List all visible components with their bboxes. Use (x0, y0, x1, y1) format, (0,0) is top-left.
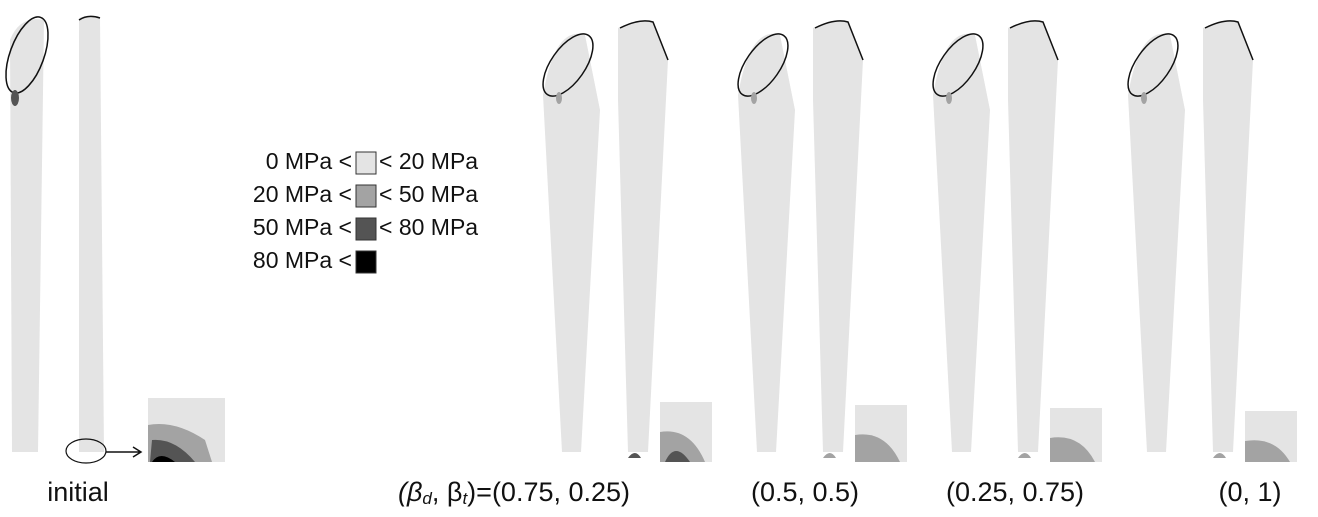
bone-left (10, 19, 44, 452)
bone-right (1008, 21, 1058, 452)
legend-low: 50 MPa < (253, 214, 352, 240)
legend-low: 80 MPa < (253, 247, 352, 273)
legend-high: < 50 MPa (379, 181, 478, 207)
figure: 0 MPa < < 20 MPa 20 MPa < < 50 MPa 50 MPa < <… (0, 0, 1318, 517)
bone-right (1203, 21, 1253, 452)
bone-right (813, 21, 863, 452)
models (0, 12, 1297, 463)
stress-spot (628, 453, 641, 458)
legend-swatch (356, 251, 376, 273)
caption-part: (β (398, 477, 422, 507)
caption: (βd, βt)=(0.75, 0.25) (398, 477, 630, 508)
stress-spot (1141, 92, 1147, 104)
zoom-arrow (106, 447, 141, 457)
legend-high: < 80 MPa (379, 214, 478, 240)
legend-high: < 20 MPa (379, 148, 478, 174)
caption-part: , β (432, 477, 463, 507)
bone-right (618, 21, 668, 452)
stress-spot (11, 90, 19, 106)
caption-part: )= (467, 477, 492, 507)
stress-spot (946, 92, 952, 104)
legend-swatch (356, 152, 376, 174)
caption: initial (47, 477, 109, 507)
caption: (0, 1) (1218, 477, 1281, 507)
stress-spot (1213, 453, 1226, 458)
legend-swatch (356, 185, 376, 207)
legend: 0 MPa < < 20 MPa 20 MPa < < 50 MPa 50 MPa < <… (253, 148, 478, 273)
legend-low: 0 MPa < (266, 148, 352, 174)
caption-part: (0.75, 0.25) (492, 477, 630, 507)
stress-spot (751, 92, 757, 104)
stress-spot (1018, 453, 1031, 458)
caption: (0.25, 0.75) (946, 477, 1084, 507)
stress-spot (556, 92, 562, 104)
stress-spot (823, 453, 836, 458)
legend-swatch (356, 218, 376, 240)
bone-right (79, 16, 104, 452)
legend-low: 20 MPa < (253, 181, 352, 207)
caption: (0.5, 0.5) (751, 477, 859, 507)
